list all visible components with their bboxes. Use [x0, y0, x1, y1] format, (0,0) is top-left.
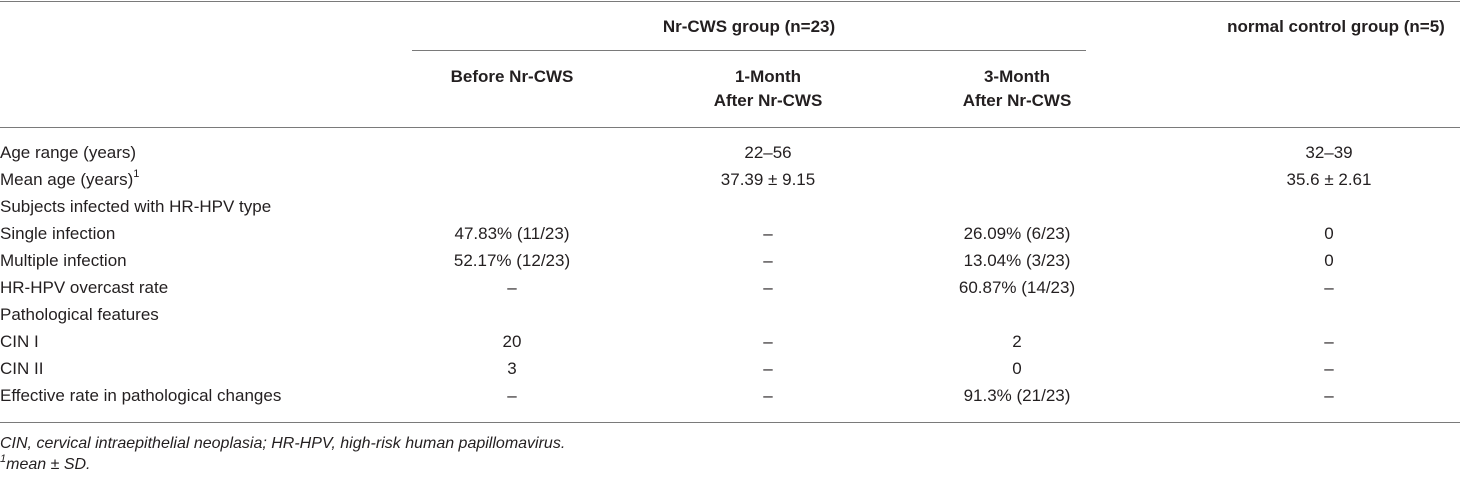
table-cell-ctrl: 0 — [1324, 224, 1334, 243]
header-col-1month-line2: After Nr-CWS — [713, 91, 823, 110]
table-cell-m3: 26.09% (6/23) — [963, 224, 1071, 243]
table-cell-m1: 22–56 — [744, 143, 792, 162]
footnote-mean-sd-text: mean ± SD. — [6, 456, 91, 473]
table-cell-m1: – — [763, 251, 773, 270]
table-cell-before: 3 — [507, 359, 517, 378]
header-group-control: normal control group (n=5) — [1227, 17, 1445, 36]
row-label-text: Subjects infected with HR-HPV type — [0, 197, 272, 216]
table-cell-m1: – — [763, 224, 773, 243]
group-underline — [412, 50, 1086, 51]
header-col-3month-line1: 3-Month — [983, 67, 1051, 86]
row-label: Pathological features — [0, 304, 159, 326]
row-label: Subjects infected with HR-HPV type — [0, 196, 271, 218]
footnote-abbreviations: CIN, cervical intraepithelial neoplasia;… — [0, 435, 566, 452]
row-label-text: Mean age (years) — [0, 170, 134, 189]
row-label: Single infection — [0, 223, 115, 245]
table-cell-m1: – — [763, 332, 773, 351]
row-label-text: Pathological features — [0, 305, 159, 324]
table-cell-m3: 13.04% (3/23) — [963, 251, 1071, 270]
table-cell-ctrl: 35.6 ± 2.61 — [1286, 170, 1372, 189]
row-label: Age range (years) — [0, 142, 136, 164]
row-label: CIN II — [0, 358, 43, 380]
table-cell-before: – — [507, 386, 517, 405]
table-cell-m1: – — [763, 359, 773, 378]
table-cell-ctrl: 0 — [1324, 251, 1334, 270]
table-cell-m1: – — [763, 278, 773, 297]
table-cell-ctrl: – — [1324, 332, 1334, 351]
row-label-text: CIN II — [0, 359, 44, 378]
header-col-3month-line2: After Nr-CWS — [962, 91, 1072, 110]
row-label: Mean age (years)1 — [0, 169, 139, 191]
table-cell-before: – — [507, 278, 517, 297]
body-bottom-rule — [0, 422, 1460, 423]
table-cell-before: 47.83% (11/23) — [454, 224, 570, 243]
top-rule — [0, 1, 1460, 2]
footnote-mean-sd: 1mean ± SD. — [0, 452, 91, 476]
row-label: CIN I — [0, 331, 39, 353]
table-cell-ctrl: – — [1324, 386, 1334, 405]
row-label: HR-HPV overcast rate — [0, 277, 168, 299]
row-label-text: Age range (years) — [0, 143, 137, 162]
header-col-1month-line1: 1-Month — [734, 67, 802, 86]
row-label-text: Multiple infection — [0, 251, 127, 270]
row-label-text: Single infection — [0, 224, 116, 243]
table-cell-m1: 37.39 ± 9.15 — [720, 170, 816, 189]
table-cell-m3: 60.87% (14/23) — [958, 278, 1076, 297]
row-label-superscript: 1 — [133, 168, 140, 181]
header-bottom-rule — [0, 127, 1460, 128]
row-label-text: CIN I — [0, 332, 39, 351]
header-col-before: Before Nr-CWS — [450, 67, 574, 86]
header-group-nr: Nr-CWS group (n=23) — [662, 17, 836, 36]
table-cell-ctrl: – — [1324, 359, 1334, 378]
row-label: Multiple infection — [0, 250, 127, 272]
row-label-text: HR-HPV overcast rate — [0, 278, 169, 297]
table-cell-before: 52.17% (12/23) — [453, 251, 571, 270]
table-cell-before: 20 — [502, 332, 522, 351]
table-cell-ctrl: 32–39 — [1305, 143, 1353, 162]
row-label: Effective rate in pathological changes — [0, 385, 281, 407]
table-cell-ctrl: – — [1324, 278, 1334, 297]
table-cell-m3: 91.3% (21/23) — [963, 386, 1071, 405]
footnote-superscript: 1 — [0, 452, 7, 465]
table-cell-m3: 2 — [1012, 332, 1022, 351]
row-label-text: Effective rate in pathological changes — [0, 386, 282, 405]
table-cell-m3: 0 — [1012, 359, 1022, 378]
table-cell-m1: – — [763, 386, 773, 405]
